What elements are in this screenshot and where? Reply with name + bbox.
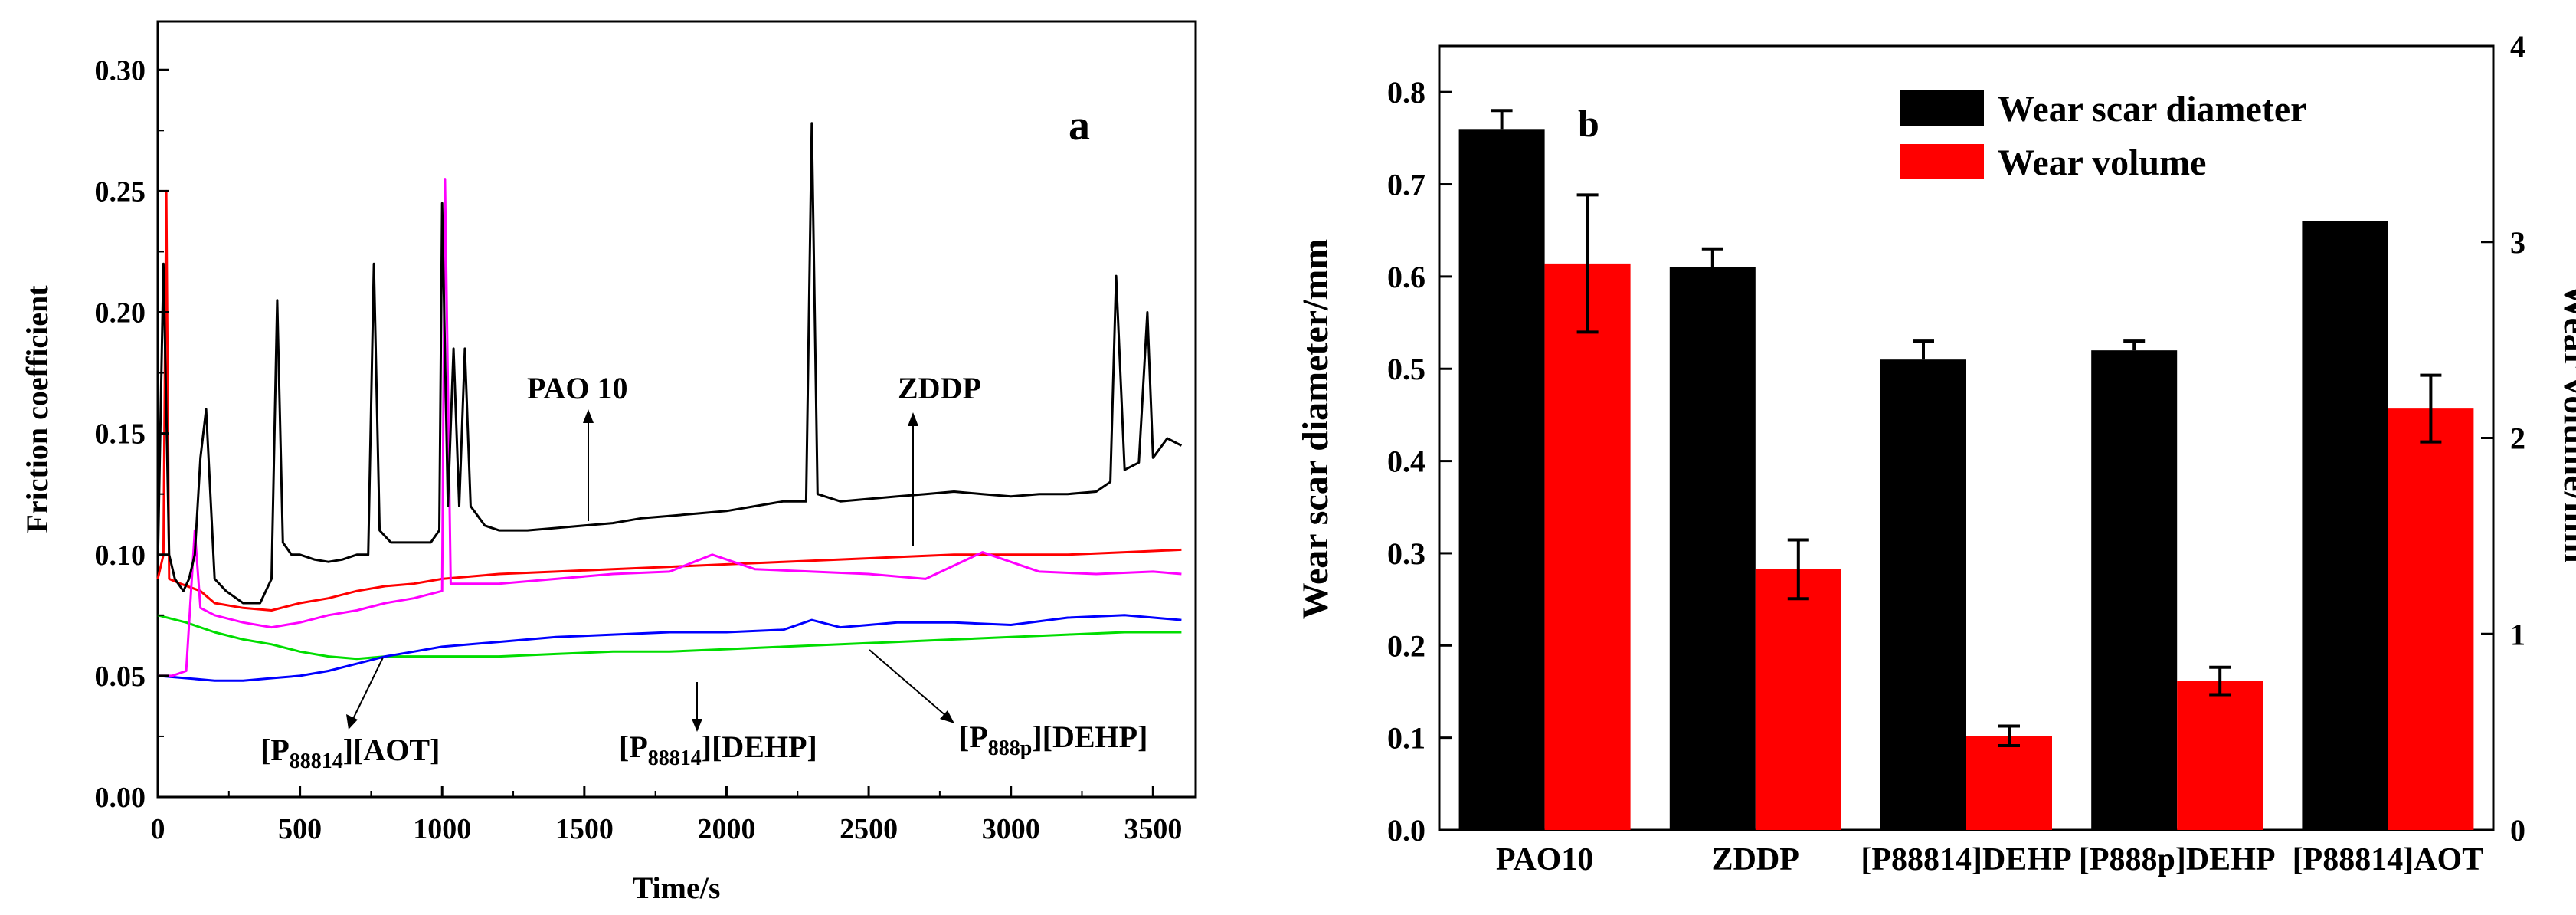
panel-label-a: a: [1069, 102, 1090, 149]
x-category-label: [P888p]DEHP: [2079, 842, 2276, 877]
y2-label-main: Wear volume/mm: [2556, 283, 2576, 563]
y-tick-label-b: 0.3: [1387, 536, 1425, 571]
bar-diameter: [2091, 350, 2178, 831]
friction-series-group: [156, 122, 1183, 682]
dehp-label-sub: 88814: [648, 746, 702, 770]
x-tick-label-a: 3000: [982, 813, 1040, 845]
bar-volume: [2388, 408, 2474, 830]
y-tick-label-b: 0.5: [1387, 352, 1425, 386]
arrow-aot: [352, 657, 384, 721]
y-tick-label-b: 0.7: [1387, 168, 1425, 202]
x-tick-label-a: 2500: [840, 813, 898, 845]
legend-swatch-diameter: [1900, 90, 1984, 126]
y-tick-label-a: 0.30: [95, 54, 146, 87]
bar-volume: [2177, 681, 2263, 830]
p888p-label-tail: ][DEHP]: [1032, 720, 1147, 754]
y-axis-label-b: Wear scar diameter/mm: [1295, 239, 1336, 620]
y2-tick-label-b: 3: [2510, 225, 2525, 260]
dehp-label-tail: ][DEHP]: [702, 730, 817, 764]
y2-tick-label-b: 0: [2510, 813, 2525, 848]
annotation-dehp: [P88814][DEHP]: [619, 730, 817, 770]
bar-diameter: [2302, 221, 2388, 830]
y-tick-label-b: 0.6: [1387, 260, 1425, 294]
series-line-pao-10: [156, 122, 1183, 605]
series-line-zddp: [156, 189, 1182, 612]
arrowhead-pao10: [583, 409, 594, 423]
arrow-p888p: [869, 649, 948, 717]
annotation-p888p: [P888p][DEHP]: [959, 720, 1147, 760]
x-category-label: ZDDP: [1712, 842, 1799, 877]
bar-diameter: [1458, 129, 1545, 831]
y-tick-label-a: 0.20: [95, 297, 146, 330]
y-tick-label-b: 0.0: [1387, 813, 1425, 848]
y2-label-sup: 3: [2573, 563, 2576, 576]
y2-tick-label-b: 4: [2510, 29, 2525, 64]
y2-tick-label-b: 1: [2510, 617, 2525, 651]
svg-text:[P88814][AOT]: [P88814][AOT]: [260, 733, 440, 773]
annotation-pao10: PAO 10: [527, 371, 627, 405]
y-tick-label-b: 0.8: [1387, 75, 1425, 110]
y-tick-label-a: 0.00: [95, 782, 146, 814]
series-line-p88814-aot: [158, 178, 1182, 677]
arrowhead-zddp: [908, 412, 918, 426]
y-tick-label-a: 0.10: [95, 539, 146, 572]
y2-axis-ticks-b: 0 1 2 3 4: [2481, 29, 2525, 848]
y-tick-label-a: 0.15: [95, 418, 146, 451]
y-axis-label-a: Friction coefficient: [20, 285, 54, 533]
y2-axis-label-b: Wear volume/mm3: [2556, 283, 2576, 576]
bar-volume: [1544, 263, 1631, 830]
x-axis-ticks-a: 0 500 1000 1500 2000 2500 3000 3500: [151, 786, 1182, 845]
legend-swatch-volume: [1900, 144, 1984, 179]
wear-chart: 0.0 0.1 0.2 0.3 0.4 0.5 0.6 0.7 0.8 0 1 2 3 4 PAO10 Z…: [1295, 29, 2576, 877]
aot-label-sub: 88814: [290, 749, 343, 773]
x-tick-label-a: 0: [151, 813, 165, 845]
y-tick-label-a: 0.25: [95, 175, 146, 208]
plot-frame-a: [156, 20, 1197, 799]
x-tick-label-a: 1500: [555, 813, 614, 845]
arrowhead-aot: [346, 714, 358, 730]
panel-label-b: b: [1578, 102, 1599, 145]
aot-label-tail: ][AOT]: [343, 733, 440, 767]
series-line-p888p-dehp: [157, 614, 1182, 682]
svg-text:[P88814][DEHP]: [P88814][DEHP]: [619, 730, 817, 770]
x-axis-label-a: Time/s: [633, 871, 721, 905]
x-tick-label-a: 2000: [697, 813, 755, 845]
x-tick-label-a: 3500: [1124, 813, 1182, 845]
dehp-label-base: [P: [619, 730, 648, 764]
bar-diameter: [1880, 359, 1966, 830]
legend-label-volume: Wear volume: [1998, 143, 2206, 183]
legend: Wear scar diameter Wear volume: [1900, 89, 2306, 183]
p888p-label-base: [P: [959, 720, 988, 754]
x-category-label: PAO10: [1496, 842, 1594, 877]
arrowhead-p888p: [940, 710, 954, 723]
y-axis-ticks-b: 0.0 0.1 0.2 0.3 0.4 0.5 0.6 0.7 0.8: [1387, 75, 1452, 848]
p888p-label-sub: 888p: [988, 736, 1033, 760]
svg-text:[P888p][DEHP]: [P888p][DEHP]: [959, 720, 1147, 760]
annotation-zddp: ZDDP: [898, 371, 981, 405]
arrowhead-dehp: [692, 719, 702, 732]
y-tick-label-b: 0.4: [1387, 444, 1425, 479]
bar-group: [1458, 109, 2474, 831]
x-tick-label-a: 1000: [413, 813, 471, 845]
legend-label-diameter: Wear scar diameter: [1998, 89, 2306, 130]
y2-tick-label-b: 2: [2510, 421, 2525, 456]
y-tick-label-b: 0.2: [1387, 628, 1425, 663]
x-category-label: [P88814]DEHP: [1861, 842, 2071, 877]
x-tick-label-a: 500: [278, 813, 322, 845]
friction-chart: 0.00 0.05 0.10 0.15 0.20 0.25 0.30 0 500 1000 150…: [20, 20, 1197, 905]
bar-volume: [1966, 736, 2052, 830]
bar-volume: [1755, 569, 1841, 830]
series-line-p88814-dehp: [157, 614, 1182, 661]
bar-diameter: [1669, 267, 1756, 830]
y-axis-ticks-a: 0.00 0.05 0.10 0.15 0.20 0.25 0.30: [95, 54, 169, 814]
x-category-label: [P88814]AOT: [2293, 842, 2484, 877]
x-axis-labels-b: PAO10 ZDDP [P88814]DEHP [P888p]DEHP [P88814]…: [1496, 842, 2483, 877]
y-tick-label-b: 0.1: [1387, 721, 1425, 756]
aot-label-base: [P: [260, 733, 290, 767]
y-tick-label-a: 0.05: [95, 661, 146, 693]
annotation-aot: [P88814][AOT]: [260, 733, 440, 773]
